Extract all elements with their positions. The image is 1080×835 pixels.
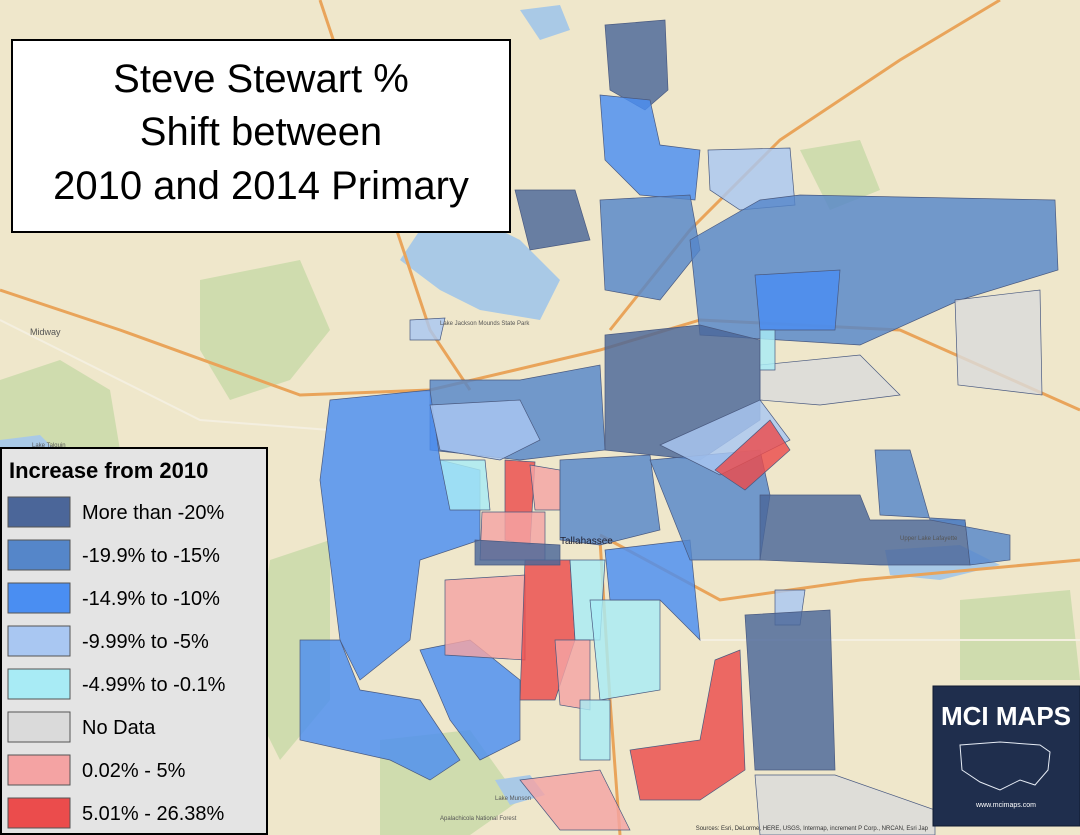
legend-label: 5.01% - 26.38% [82, 803, 225, 825]
legend-label: -19.9% to -15% [82, 545, 220, 567]
map-label: Lake Talquin [32, 443, 66, 449]
us-outline [959, 741, 1051, 791]
legend-swatch [7, 496, 71, 528]
title-line: 2010 and 2014 Primary [53, 164, 469, 208]
logo: MCI MAPS www.mcimaps.com [932, 685, 1080, 827]
precinct [579, 699, 611, 761]
precinct [554, 639, 591, 711]
legend-label: No Data [82, 717, 156, 739]
precinct [599, 94, 701, 201]
precinct [604, 19, 669, 111]
legend-swatch [7, 539, 71, 571]
logo-box [932, 685, 1080, 827]
precinct [874, 449, 1011, 566]
legend-swatch [7, 754, 71, 786]
map-label: Upper Lake Lafayette [900, 536, 958, 542]
precinct [514, 189, 591, 251]
legend-label: More than -20% [82, 502, 225, 524]
precinct [529, 464, 561, 511]
logo-name: MCI MAPS [941, 701, 1071, 731]
precinct [589, 599, 661, 701]
precincts [299, 19, 1059, 835]
precinct [599, 194, 701, 301]
precinct [759, 329, 776, 371]
precinct [519, 769, 631, 831]
map-label: Midway [30, 327, 61, 337]
precinct [474, 539, 561, 566]
precinct [319, 389, 481, 681]
map-label: Tallahassee [560, 536, 613, 547]
legend-label: -4.99% to -0.1% [82, 674, 226, 696]
attribution: Sources: Esri, DeLorme, HERE, USGS, Inte… [696, 826, 929, 832]
map-label: Lake Jackson Mounds State Park [440, 321, 530, 327]
title-box [11, 39, 511, 233]
legend: Increase from 2010 More than -20% -19.9% … [0, 447, 268, 835]
map-label: Lake Munson [495, 796, 531, 802]
precinct [604, 539, 701, 641]
legend-label: -9.99% to -5% [82, 631, 209, 653]
legend-label: 0.02% - 5% [82, 760, 186, 782]
map-label: Apalachicola National Forest [440, 816, 517, 822]
precinct [744, 609, 836, 771]
title-line: Shift between [140, 110, 382, 154]
legend-title: Increase from 2010 [9, 458, 208, 483]
legend-swatch [7, 711, 71, 743]
legend-label: -14.9% to -10% [82, 588, 220, 610]
legend-swatch [7, 797, 71, 829]
legend-swatch [7, 625, 71, 657]
precinct [409, 317, 446, 341]
precinct [439, 459, 491, 511]
precinct [559, 454, 661, 546]
precinct [299, 639, 461, 781]
precinct [629, 649, 746, 801]
precinct [444, 574, 526, 661]
legend-swatch [7, 668, 71, 700]
precinct [714, 419, 791, 491]
legend-swatch [7, 582, 71, 614]
precinct [429, 399, 541, 461]
precinct [754, 269, 841, 331]
precinct [954, 289, 1043, 396]
title-line: Steve Stewart % [113, 57, 409, 101]
logo-url: www.mcimaps.com [975, 802, 1036, 809]
